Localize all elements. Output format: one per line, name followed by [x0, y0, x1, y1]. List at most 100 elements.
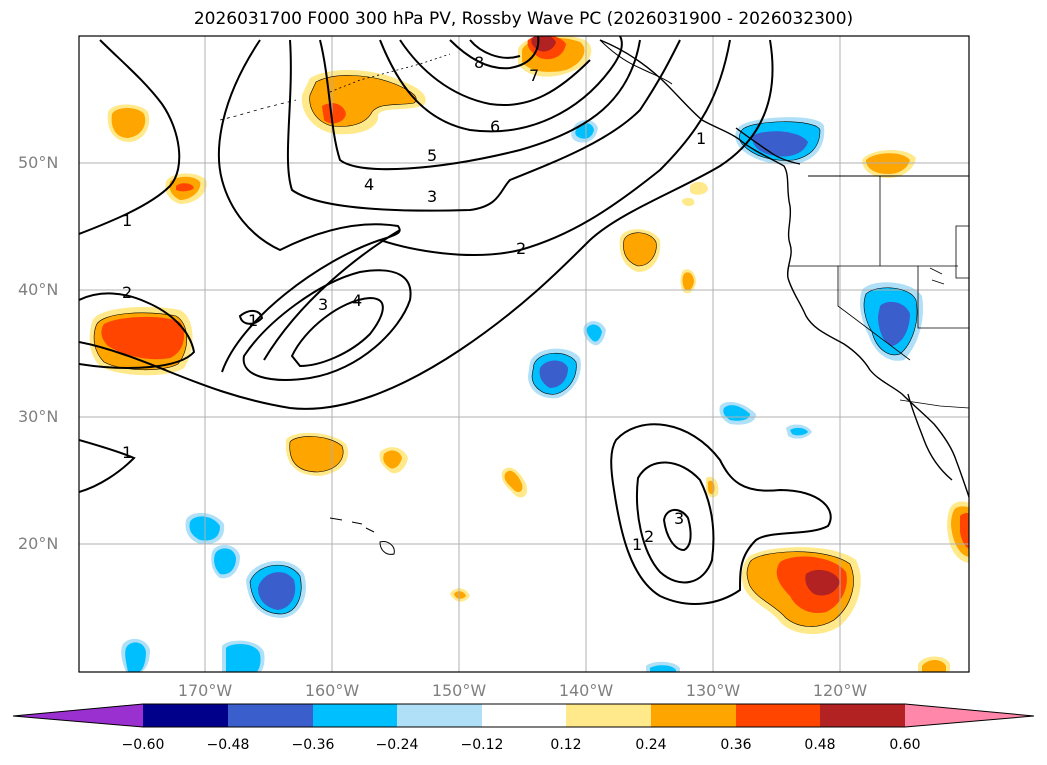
island-a: [329, 517, 343, 521]
contour-labels: 8 7 6 5 4 3 2 1 1 2 1 3 4 1 3 2 1: [122, 53, 706, 554]
colorbar-tick-10: 0.60: [889, 737, 921, 753]
lat-label-50n: 50°N: [18, 153, 59, 172]
contour-6-north: [399, 39, 591, 107]
contour-label-1-southwest: 1: [122, 443, 132, 462]
neg-anomaly-l-mid: [226, 644, 261, 672]
pos-anomaly-p-core: [960, 513, 969, 549]
colorbar-outline: [12, 703, 1035, 728]
colorbar-tick-6: 0.12: [550, 737, 582, 753]
lon-label-130w: 130°W: [685, 681, 741, 700]
coastlines: [599, 39, 969, 500]
pos-anomaly-o-core: [805, 569, 840, 596]
contour-2-north: [379, 39, 731, 257]
outline-f: [531, 352, 577, 395]
contour-8-north: [469, 39, 521, 59]
colorbar-bin-6: [566, 704, 651, 727]
neg-anomaly-i-mid: [214, 548, 236, 575]
contour-label-3-south: 3: [674, 509, 684, 528]
pos-anomaly-e-core: [101, 316, 185, 360]
lat-label-40n: 40°N: [18, 280, 59, 299]
contour-3-south-closed: [662, 509, 692, 552]
colorbar-bin-5: [482, 704, 566, 727]
contour-label-5: 5: [427, 146, 437, 165]
pos-anomaly-d-core: [176, 183, 194, 192]
colorbar: [12, 703, 1035, 728]
contour-1-southwest: [79, 439, 136, 493]
colorbar-tick-1: −0.60: [121, 737, 165, 753]
contour-label-1-northwest: 1: [122, 211, 132, 230]
neg-anomaly-m-mid: [650, 665, 676, 672]
neg-anomaly-b-mid: [575, 123, 594, 139]
colorbar-tick-4: −0.24: [375, 737, 419, 753]
state-border-d: [955, 225, 969, 279]
pos-anomaly-r-mid: [922, 660, 946, 672]
colorbar-tick-3: −0.36: [291, 737, 335, 753]
figure-title: 2026031700 F000 300 hPa PV, Rossby Wave …: [193, 9, 854, 29]
islands: [219, 53, 945, 555]
island-c: [365, 527, 375, 533]
colorbar-bin-2: [228, 704, 313, 727]
colorbar-bin-7: [651, 704, 736, 727]
contour-7-north: [449, 36, 540, 70]
colorbar-bin-1: [143, 704, 228, 727]
neg-anomaly-d-core: [539, 360, 568, 388]
colorbar-extend-max: [905, 704, 1034, 727]
outline-i: [623, 232, 657, 267]
colorbar-tick-8: 0.36: [720, 737, 752, 753]
contour-label-2-south: 2: [644, 527, 654, 546]
pos-anomaly-c-mid: [111, 108, 146, 138]
colorbar-bin-4: [397, 704, 482, 727]
lakes: [929, 267, 945, 285]
lat-label-30n: 30°N: [18, 407, 59, 426]
contour-4-north: [319, 39, 641, 171]
pos-anomaly-i-mid: [623, 232, 657, 266]
state-border-c: [917, 266, 969, 329]
border-us-mexico: [899, 399, 969, 409]
outline-g: [249, 564, 302, 615]
colorbar-tick-9: 0.48: [804, 737, 836, 753]
outline-d: [738, 121, 821, 161]
contour-2-mid: [263, 229, 401, 361]
pos-anomaly-q-mid: [866, 153, 910, 174]
aleutian-islands: [219, 99, 297, 121]
contour-2-west: [79, 292, 196, 369]
pv-contours: [79, 36, 832, 605]
contour-2-south-closed: [635, 461, 715, 584]
neg-anomaly-g-mid: [790, 427, 808, 436]
colorbar-tick-7: 0.24: [635, 737, 667, 753]
outline-a: [309, 75, 417, 127]
outline-c: [746, 551, 854, 627]
outline-b: [93, 312, 188, 371]
coastline-alaska-panhandle: [599, 39, 673, 85]
lat-label-20n: 20°N: [18, 534, 59, 553]
pos-anomaly-h-mid: [504, 470, 523, 492]
lon-label-160w: 160°W: [304, 681, 360, 700]
pos-anomaly-n-mid: [454, 591, 466, 599]
pos-anomaly-f-mid: [289, 436, 344, 472]
contour-label-3-north: 3: [427, 187, 437, 206]
neg-anomaly-j-core: [258, 572, 296, 610]
pos-anomaly-j-mid: [682, 272, 694, 291]
map-frame: [78, 35, 970, 673]
outline-h: [289, 436, 344, 473]
colorbar-bin-9: [820, 704, 905, 727]
pos-anomaly-k: [690, 181, 708, 195]
contour-label-1-northeast: 1: [696, 129, 706, 148]
contour-4-closed: [290, 296, 384, 368]
contour-label-4-closed: 4: [352, 291, 362, 310]
island-b: [351, 521, 363, 525]
contour-5-north: [379, 36, 623, 133]
contour-3-north: [286, 39, 681, 212]
neg-anomaly-a-core: [752, 131, 808, 157]
contour-label-1-small: 1: [248, 311, 258, 330]
contour-label-4-north: 4: [364, 175, 374, 194]
neg-anomaly-e-mid: [586, 324, 602, 342]
coastline-baja: [907, 393, 953, 481]
colorbar-tick-2: −0.48: [206, 737, 250, 753]
anomaly-outlines: [93, 75, 918, 627]
contour-2-outer: [217, 39, 401, 373]
colorbar-extend-min: [13, 704, 143, 727]
lon-label-140w: 140°W: [558, 681, 614, 700]
colorbar-bin-8: [736, 704, 820, 727]
